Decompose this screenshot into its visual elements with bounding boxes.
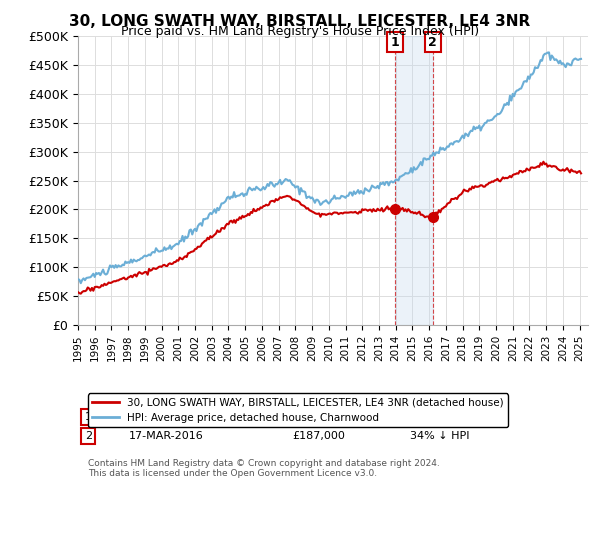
Legend: 30, LONG SWATH WAY, BIRSTALL, LEICESTER, LE4 3NR (detached house), HPI: Average : 30, LONG SWATH WAY, BIRSTALL, LEICESTER,… xyxy=(88,394,508,427)
Text: 34% ↓ HPI: 34% ↓ HPI xyxy=(409,431,469,441)
Text: 2: 2 xyxy=(428,36,437,49)
Text: Price paid vs. HM Land Registry's House Price Index (HPI): Price paid vs. HM Land Registry's House … xyxy=(121,25,479,38)
Text: 21% ↓ HPI: 21% ↓ HPI xyxy=(409,412,469,422)
Text: 20-DEC-2013: 20-DEC-2013 xyxy=(129,412,203,422)
Text: Contains HM Land Registry data © Crown copyright and database right 2024.
This d: Contains HM Land Registry data © Crown c… xyxy=(88,459,440,478)
Text: 2: 2 xyxy=(85,431,92,441)
Text: £200,000: £200,000 xyxy=(292,412,345,422)
Bar xyxy=(395,36,433,325)
Text: 1: 1 xyxy=(391,36,400,49)
Text: £187,000: £187,000 xyxy=(292,431,345,441)
Text: 30, LONG SWATH WAY, BIRSTALL, LEICESTER, LE4 3NR: 30, LONG SWATH WAY, BIRSTALL, LEICESTER,… xyxy=(70,14,530,29)
Text: 1: 1 xyxy=(85,412,92,422)
Text: 17-MAR-2016: 17-MAR-2016 xyxy=(129,431,204,441)
